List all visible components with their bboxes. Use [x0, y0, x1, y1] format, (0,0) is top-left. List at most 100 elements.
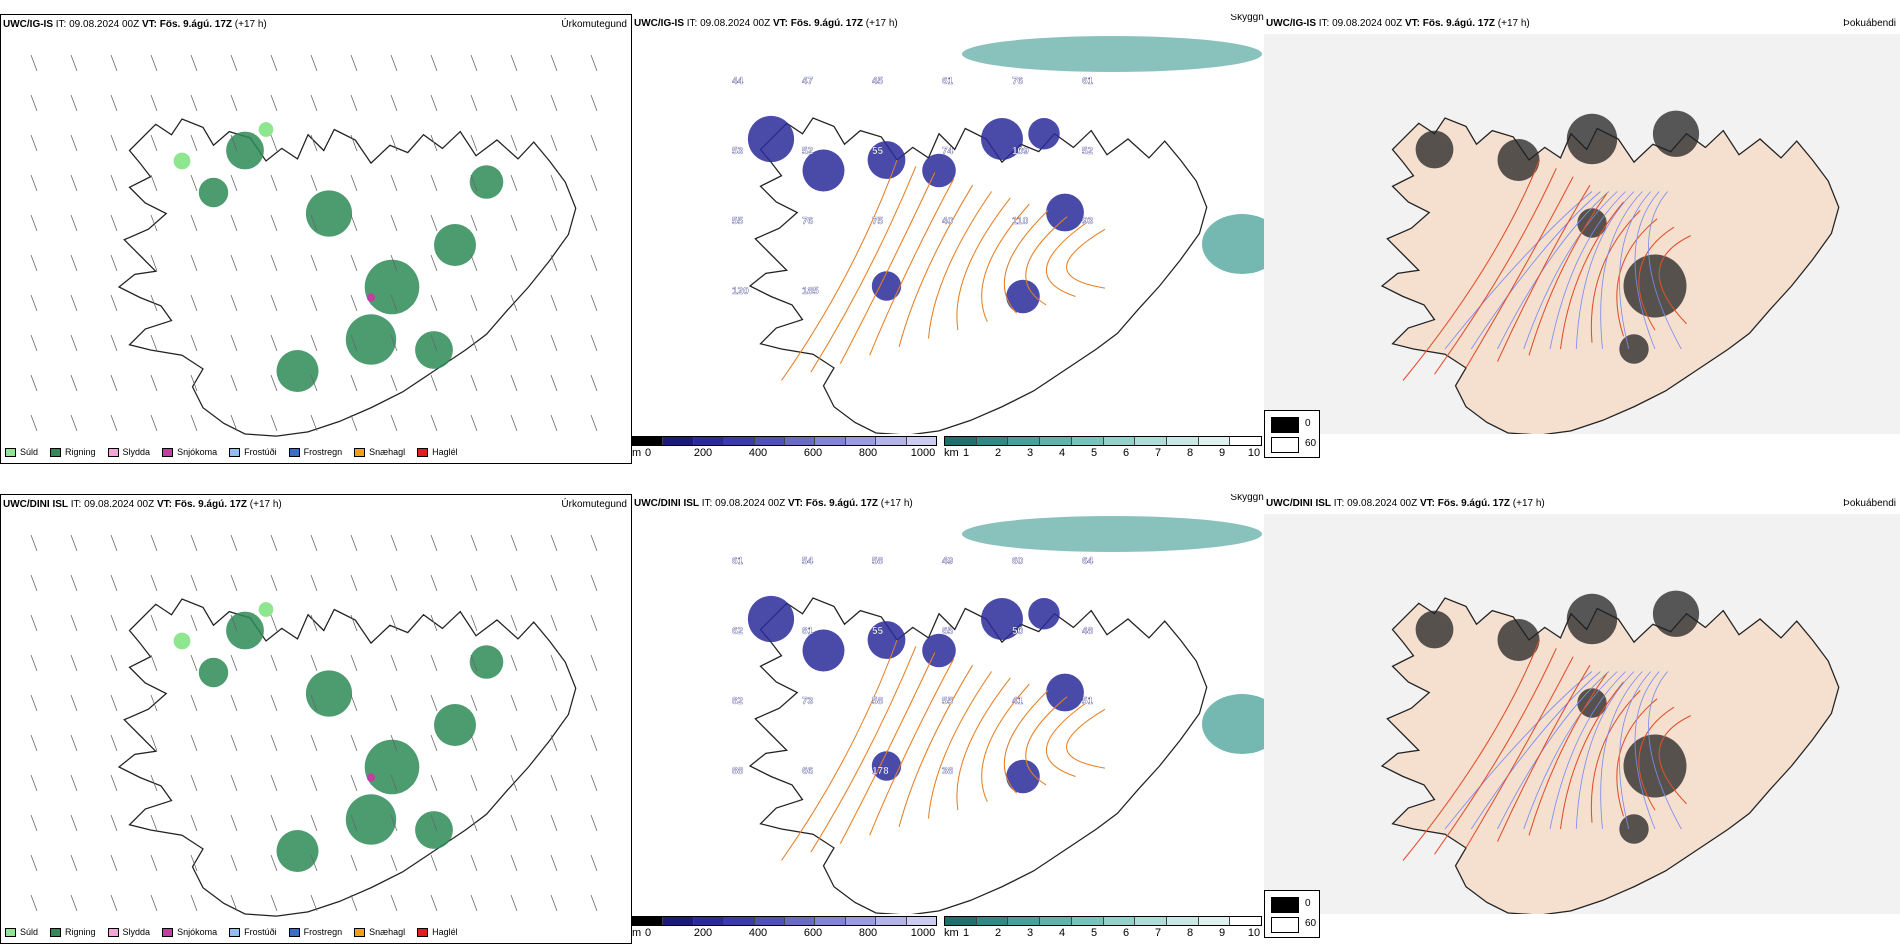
wind-barb [150, 574, 158, 592]
wind-barb [350, 254, 358, 272]
legend-swatch [50, 927, 62, 937]
wind-barb [470, 214, 478, 232]
wind-barb [430, 574, 438, 592]
wind-barb [30, 614, 38, 632]
colorbar-step [633, 917, 664, 925]
colorbar-unit: m [632, 927, 642, 939]
wind-barb [70, 854, 78, 872]
wind-barb [550, 94, 558, 112]
wind-barb [550, 174, 558, 192]
wind-barb [190, 734, 198, 752]
precip-area [469, 645, 504, 679]
legend-item: Súld [5, 927, 38, 937]
wind-barb [230, 374, 238, 392]
wind-barb [110, 94, 118, 112]
precip-area [345, 314, 397, 365]
low-visibility-area [962, 516, 1262, 552]
legend-swatch [162, 447, 174, 457]
wind-barb [430, 94, 438, 112]
colorbar-tick: 10 [1247, 447, 1261, 459]
colorbar-tick: 1000 [910, 447, 936, 459]
panel-type-label: Skyggni [1230, 14, 1264, 23]
legend-item: Snjókoma [162, 927, 217, 937]
overlay-legend: 0 60 [1264, 890, 1320, 938]
legend-label: Snæhagl [369, 927, 406, 937]
colorbar-step [785, 917, 816, 925]
ceiling-value-label: 120 [732, 286, 749, 297]
wind-barb [430, 334, 438, 352]
ceiling-value-label: 47 [802, 76, 814, 87]
wind-barb [430, 214, 438, 232]
ceiling-value-label: 73 [802, 696, 814, 707]
fog-area [1497, 139, 1540, 181]
wind-barb [110, 374, 118, 392]
wind-barb [70, 54, 78, 72]
wind-barb [470, 814, 478, 832]
colorbar-tick: 0 [644, 927, 652, 939]
ceiling-value-label: 55 [732, 216, 744, 227]
colorbar-step [876, 917, 907, 925]
iceland-map [30, 54, 598, 437]
wind-barb [190, 654, 198, 672]
overlay-legend-swatch [1271, 417, 1299, 433]
wind-barb [550, 54, 558, 72]
wind-barb [590, 374, 598, 392]
wind-barb [70, 94, 78, 112]
wind-barb [310, 374, 318, 392]
wind-barb [270, 614, 278, 632]
wind-barb [590, 814, 598, 832]
wind-barb [390, 54, 398, 72]
drizzle-area [173, 152, 191, 170]
wind-barb [270, 534, 278, 552]
wind-barb [150, 94, 158, 112]
wind-barb [350, 774, 358, 792]
ceiling-colorbar: m 0 200 400 600 800 1000 [632, 916, 937, 944]
wind-barb [390, 574, 398, 592]
road [1528, 673, 1608, 836]
wind-barb [430, 414, 438, 432]
wind-barb [470, 894, 478, 912]
fog-area [1619, 334, 1649, 364]
ceiling-value-label: 61 [732, 556, 744, 567]
colorbar-tick: 7 [1154, 447, 1162, 459]
precip-area [305, 670, 353, 717]
legend-item: Snæhagl [354, 447, 405, 457]
legend-swatch [229, 927, 241, 937]
river [1523, 191, 1618, 350]
wind-barb [30, 774, 38, 792]
snow-area [366, 773, 376, 782]
wind-barb [430, 654, 438, 672]
river [1470, 671, 1601, 830]
colorbar-step [845, 437, 877, 445]
legend-item: Frostúði [229, 447, 277, 457]
fog-area [1566, 593, 1618, 645]
colorbar-tick: 2 [994, 447, 1002, 459]
precip-area [276, 350, 319, 392]
wind-barb [510, 654, 518, 672]
river [1619, 671, 1652, 830]
ceiling-value-label: 55 [872, 146, 884, 157]
colorbar-gradient [944, 436, 1262, 446]
wind-barb [270, 774, 278, 792]
colorbar-step [693, 917, 725, 925]
wind-barb [310, 174, 318, 192]
wind-barb [350, 814, 358, 832]
wind-barb [470, 254, 478, 272]
wind-barb [590, 654, 598, 672]
ceiling-value-label: 61 [942, 76, 954, 87]
road [981, 683, 1030, 802]
wind-barb [510, 254, 518, 272]
road [1003, 690, 1049, 794]
wind-barb [270, 414, 278, 432]
road [1638, 706, 1675, 811]
road [1066, 228, 1106, 289]
precip-type-panel: UWC/IG-IS IT: 09.08.2024 00Z VT: Fös. 9.… [0, 14, 632, 464]
colorbar-step [724, 437, 755, 445]
wind-barb [190, 414, 198, 432]
wind-barb [150, 894, 158, 912]
wind-barb [590, 214, 598, 232]
colorbar-unit: km [944, 927, 959, 939]
river [1497, 671, 1610, 830]
road [981, 203, 1030, 322]
ceiling-value-label: 53 [732, 146, 744, 157]
